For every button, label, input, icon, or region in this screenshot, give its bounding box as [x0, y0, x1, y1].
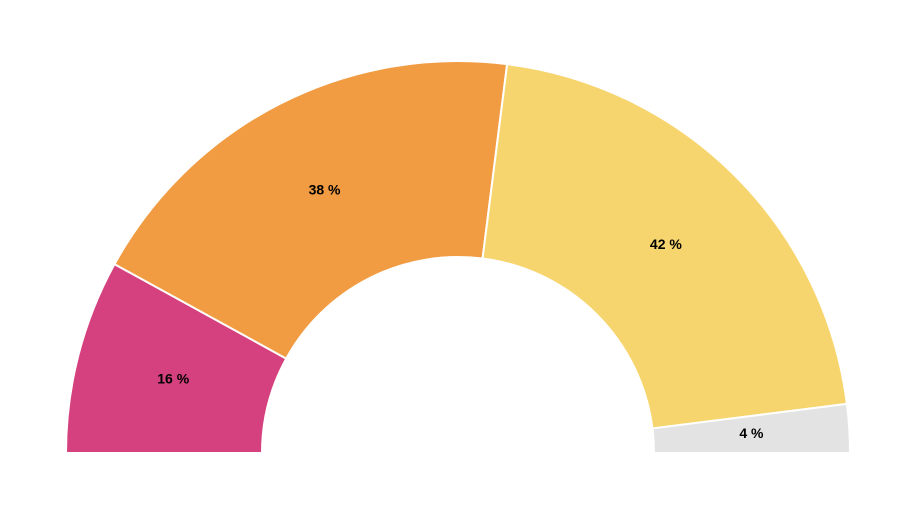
slice-2 [113, 60, 509, 360]
slice-4 [651, 402, 851, 454]
slices [65, 60, 851, 454]
slice-label-2: 38 % [309, 182, 341, 198]
slice-3 [481, 63, 848, 430]
slice-label-1: 16 % [157, 371, 189, 387]
slice-label-4: 4 % [739, 425, 764, 441]
slice-labels: 16 % 38 % 42 % 4 % [157, 182, 764, 441]
slice-label-3: 42 % [650, 236, 682, 252]
